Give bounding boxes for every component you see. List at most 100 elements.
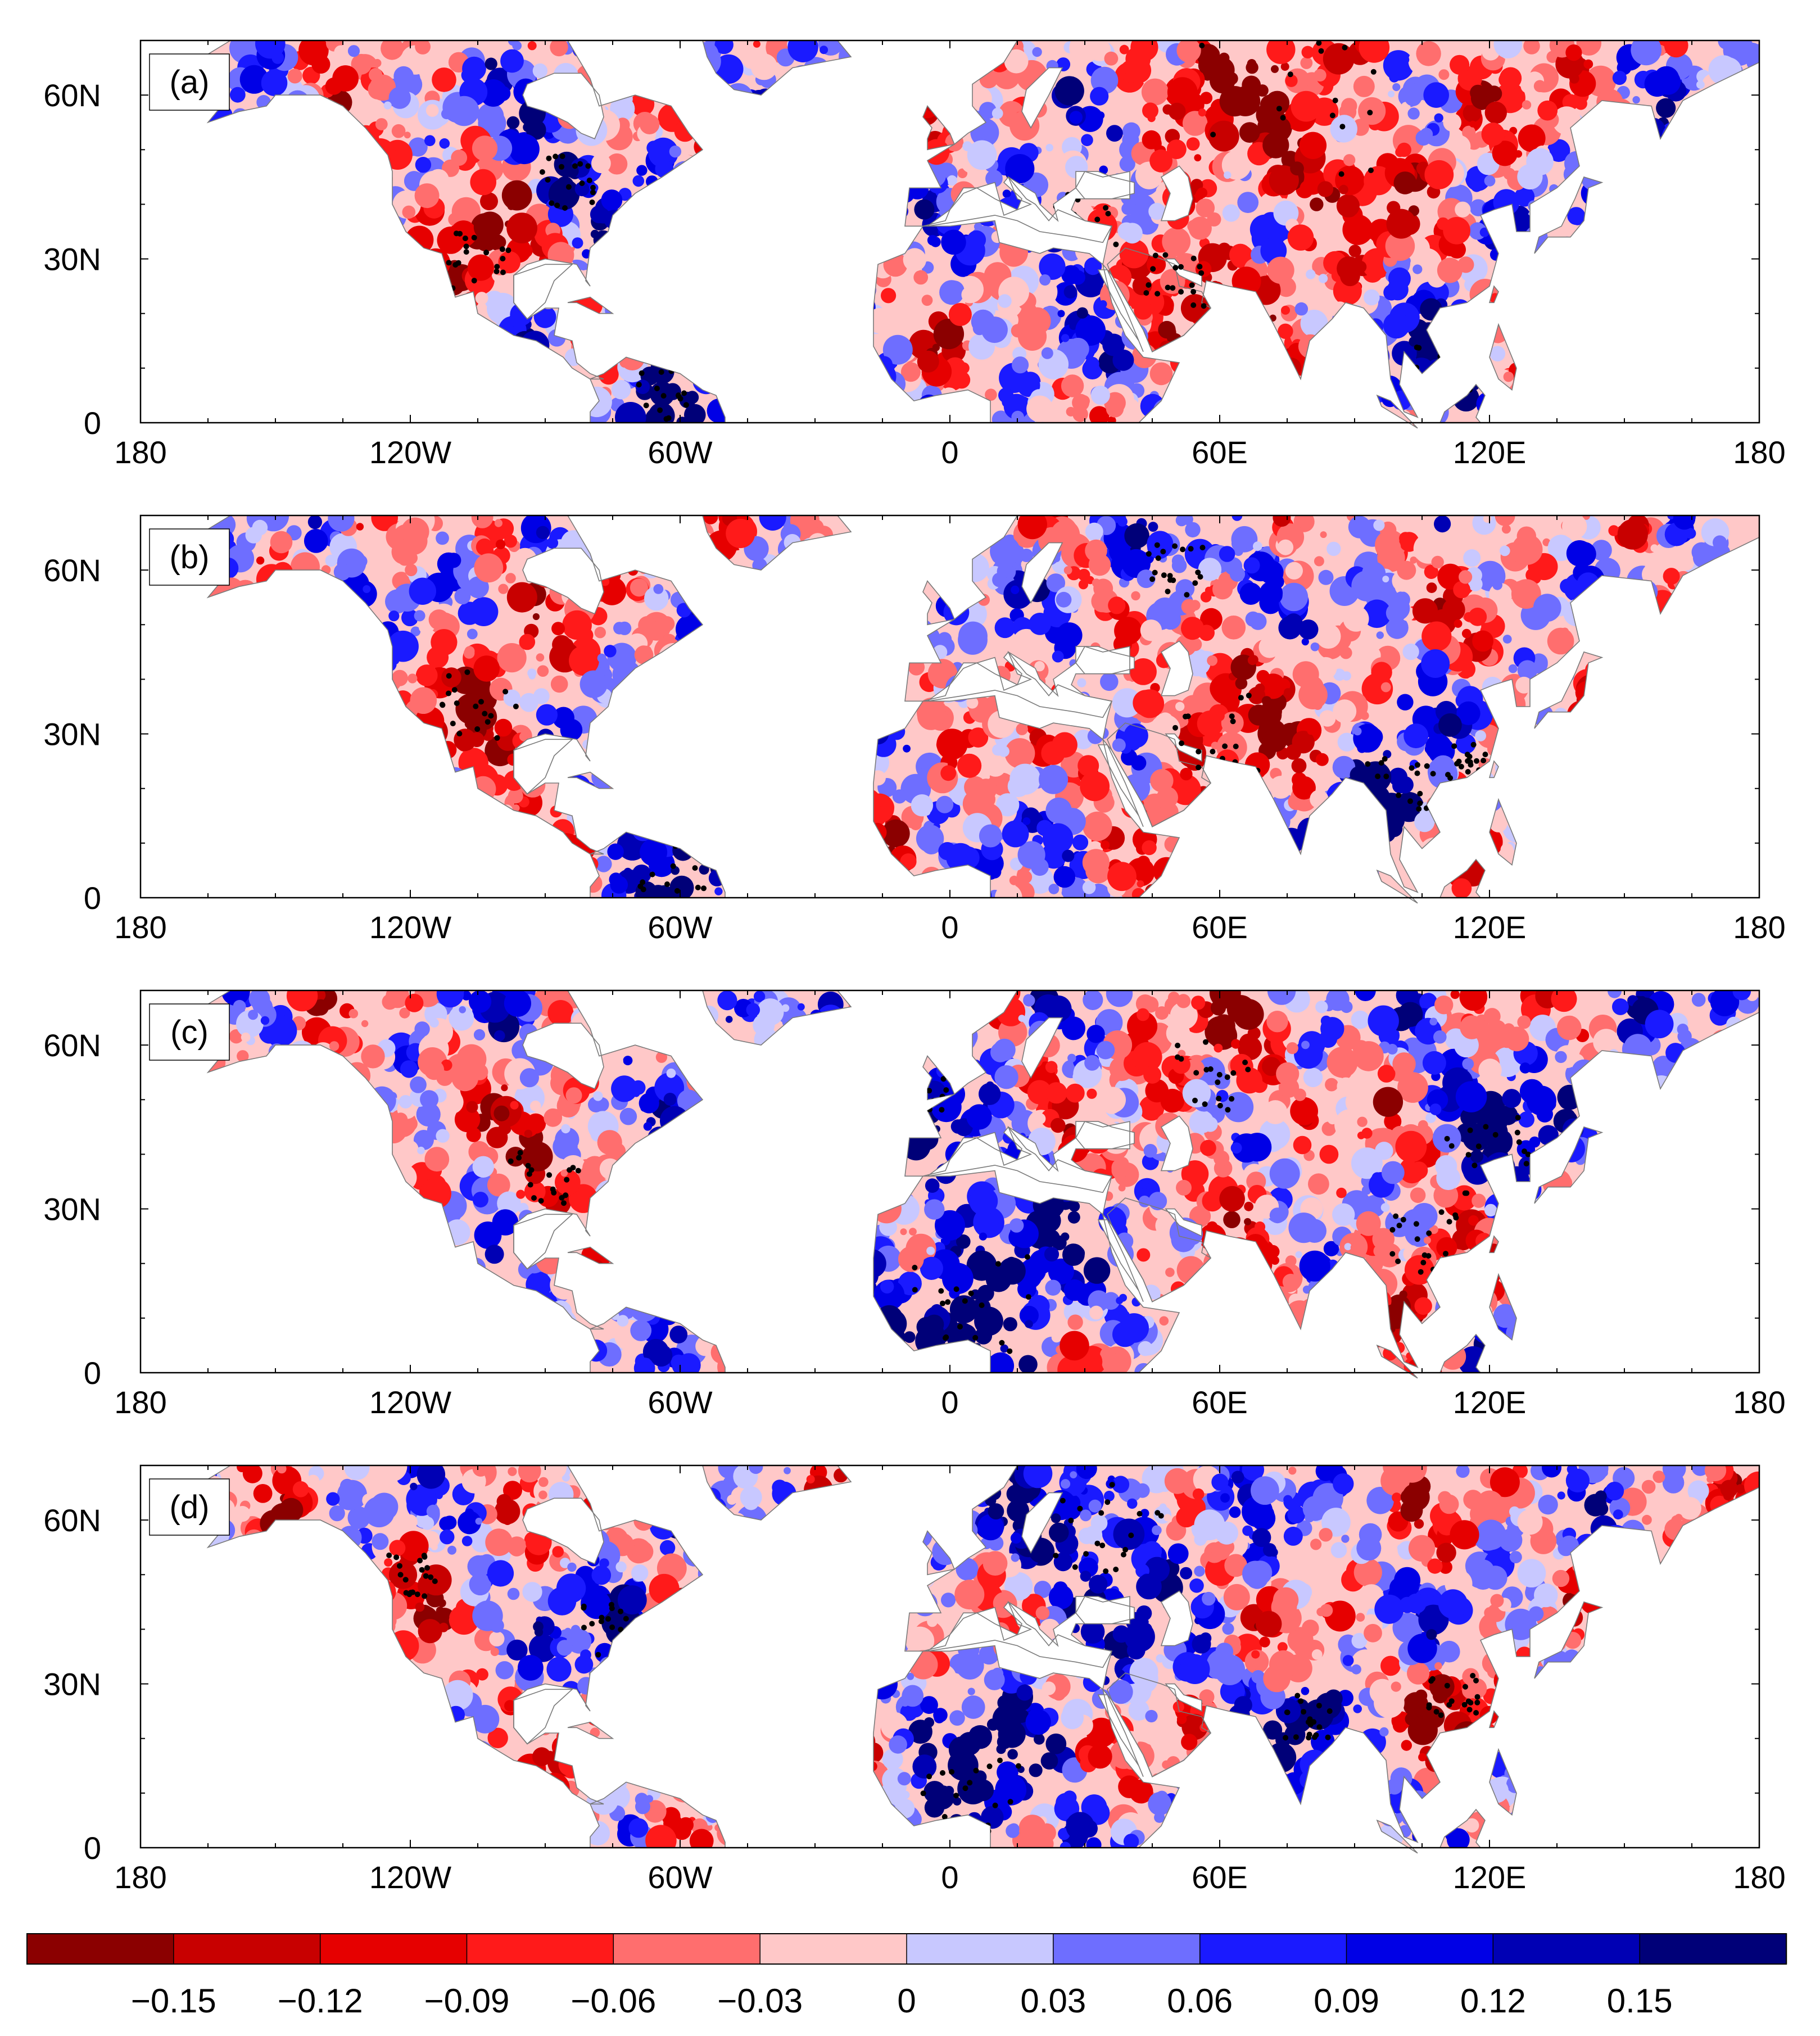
field-cell [655, 666, 669, 680]
field-cell [348, 650, 370, 672]
field-cell [1318, 861, 1332, 875]
field-cell [654, 254, 683, 283]
field-cell [1513, 245, 1523, 256]
field-cell [165, 318, 180, 333]
field-cell [1741, 568, 1759, 587]
field-cell [770, 408, 778, 415]
field-cell [1255, 683, 1265, 694]
significance-dot [1150, 266, 1156, 272]
field-cell [245, 231, 270, 257]
field-cell [315, 387, 324, 396]
field-cell [152, 379, 171, 399]
field-cell [732, 111, 744, 123]
field-cell [1456, 309, 1468, 321]
field-cell [859, 154, 885, 180]
field-cell [1122, 223, 1143, 244]
field-cell [388, 87, 411, 109]
field-cell [503, 689, 520, 707]
field-cell [417, 372, 433, 388]
field-cell [166, 617, 191, 641]
coastline [522, 73, 604, 139]
field-cell [296, 281, 320, 305]
field-cell [1654, 325, 1677, 347]
field-cell [160, 130, 173, 143]
field-cell [1614, 144, 1640, 171]
field-cell [1620, 847, 1635, 861]
field-cell [246, 712, 268, 733]
field-cell [970, 593, 978, 601]
field-cell [798, 311, 820, 333]
field-cell [307, 515, 323, 530]
field-cell [450, 220, 477, 247]
field-cell [798, 650, 812, 664]
field-cell [306, 699, 327, 720]
field-cell [1673, 867, 1695, 889]
field-cell [1039, 274, 1051, 286]
field-cell [1703, 866, 1733, 897]
field-cell [1463, 549, 1481, 567]
field-cell [396, 259, 421, 284]
field-cell [643, 74, 669, 99]
field-cell [298, 123, 320, 146]
field-cell [808, 533, 827, 553]
field-cell [764, 669, 795, 700]
field-cell [1486, 384, 1510, 408]
field-cell [1690, 400, 1702, 411]
significance-dot [1318, 48, 1324, 54]
field-cell [271, 824, 294, 845]
field-cell [729, 122, 748, 141]
field-cell [1070, 270, 1085, 285]
field-cell [386, 818, 413, 845]
field-cell [1284, 688, 1292, 696]
field-cell [904, 146, 912, 155]
field-cell [899, 536, 929, 565]
water-body [523, 73, 604, 139]
significance-dot [586, 177, 592, 183]
field-cell [1298, 334, 1323, 359]
field-cell [150, 351, 163, 364]
field-cell [223, 113, 246, 136]
field-cell [462, 56, 486, 81]
field-cell [1571, 707, 1590, 726]
field-cell [713, 579, 732, 598]
field-cell [208, 755, 221, 768]
field-cell [846, 699, 872, 724]
field-cell [364, 138, 396, 170]
field-cell [1061, 334, 1070, 342]
field-cell [1648, 641, 1672, 666]
field-cell [1142, 102, 1158, 119]
field-cell [600, 535, 616, 551]
significance-dot [1469, 355, 1475, 361]
field-cell [914, 199, 935, 220]
field-cell [690, 770, 701, 781]
field-cell [582, 400, 593, 411]
field-cell [1677, 111, 1701, 134]
significance-dot [1049, 241, 1056, 247]
field-cell [712, 350, 723, 360]
field-cell [215, 634, 241, 660]
field-cell [1273, 381, 1285, 393]
field-cell [1124, 523, 1149, 549]
field-cell [641, 277, 655, 291]
field-cell [305, 851, 316, 863]
field-cell [849, 166, 865, 181]
field-cell [1650, 706, 1678, 735]
field-cell [812, 537, 823, 549]
field-cell [1076, 730, 1092, 746]
field-cell [214, 187, 233, 205]
field-cell [197, 387, 208, 397]
field-cell [289, 336, 306, 352]
field-cell [368, 346, 392, 369]
field-cell [820, 830, 830, 840]
field-cell [1690, 295, 1710, 314]
field-cell [1106, 125, 1123, 142]
field-cell [1610, 822, 1633, 847]
field-cell [1199, 859, 1207, 867]
field-cell [848, 179, 858, 190]
field-cell [1439, 320, 1464, 346]
field-cell [1740, 541, 1759, 571]
field-cell [1112, 688, 1142, 718]
field-cell [780, 739, 793, 751]
water-body [514, 264, 572, 319]
field-cell [559, 374, 586, 401]
